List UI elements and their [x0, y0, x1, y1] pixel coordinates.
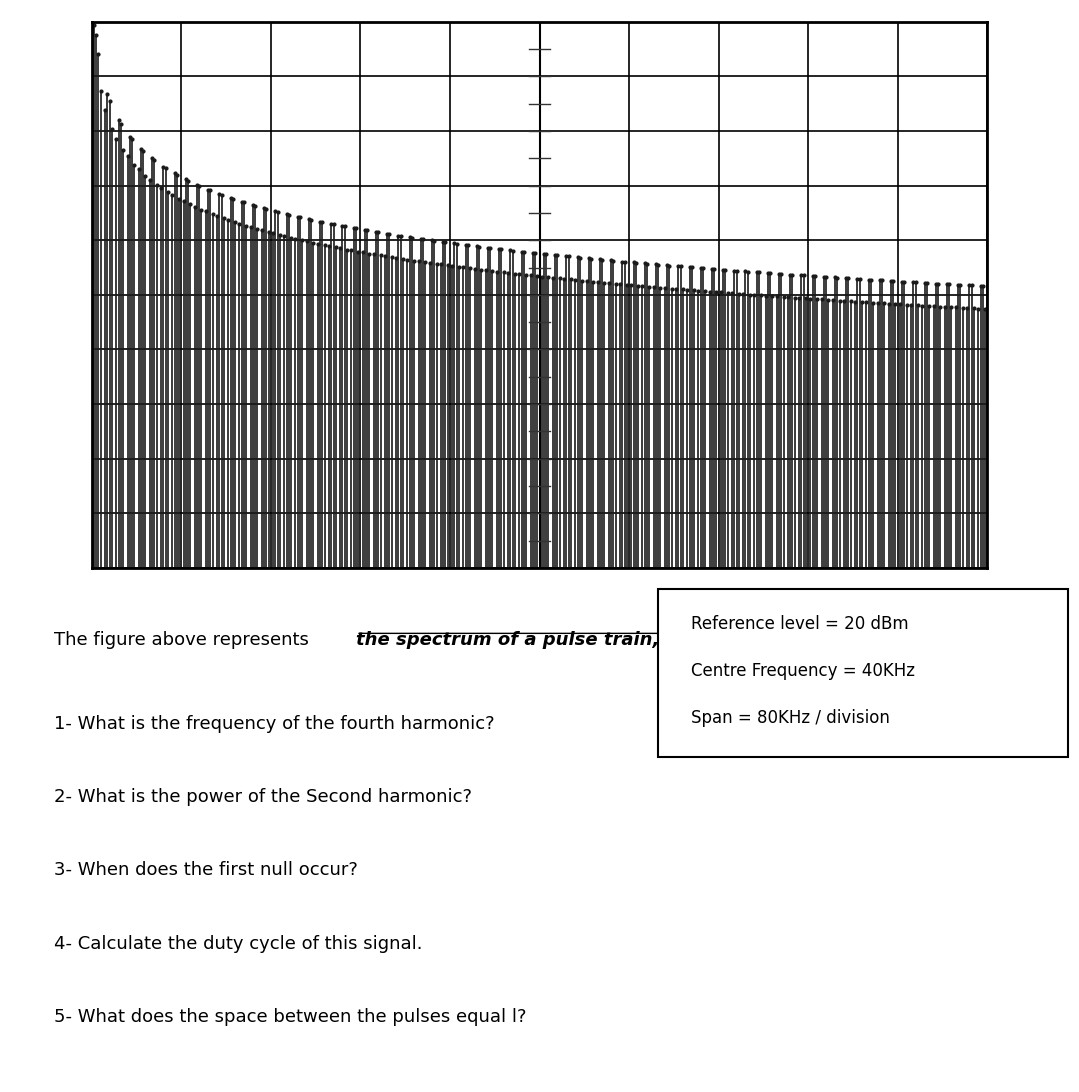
- Text: 3- When does the first null occur?: 3- When does the first null occur?: [54, 862, 358, 879]
- Text: 1- What is the frequency of the fourth harmonic?: 1- What is the frequency of the fourth h…: [54, 714, 494, 733]
- Text: The figure above represents: The figure above represents: [54, 631, 315, 649]
- Text: Centre Frequency = 40KHz: Centre Frequency = 40KHz: [691, 662, 915, 680]
- Text: the spectrum of a pulse train, Fo = 2KHz: the spectrum of a pulse train, Fo = 2KHz: [356, 631, 768, 649]
- FancyBboxPatch shape: [658, 589, 1068, 757]
- Text: 4- Calculate the duty cycle of this signal.: 4- Calculate the duty cycle of this sign…: [54, 935, 423, 952]
- Text: 5- What does the space between the pulses equal l?: 5- What does the space between the pulse…: [54, 1008, 527, 1026]
- Text: Span = 80KHz / division: Span = 80KHz / division: [691, 710, 889, 727]
- Text: Reference level = 20 dBm: Reference level = 20 dBm: [691, 615, 909, 633]
- Text: 2- What is the power of the Second harmonic?: 2- What is the power of the Second harmo…: [54, 788, 472, 806]
